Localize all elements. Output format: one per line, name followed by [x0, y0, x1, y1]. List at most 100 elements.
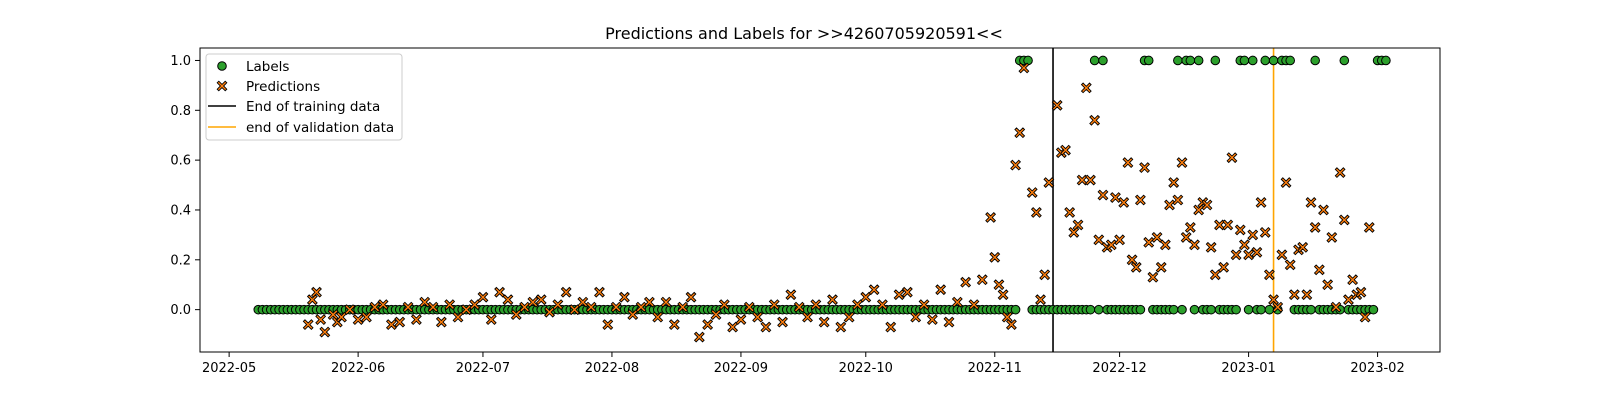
prediction-point: [319, 326, 331, 338]
y-tick-label: 0.2: [170, 253, 191, 268]
prediction-point: [1105, 239, 1117, 251]
prediction-point: [1118, 197, 1130, 208]
label-point: [1247, 55, 1258, 66]
prediction-point: [1263, 269, 1275, 281]
x-tick-label: 2023-01: [1221, 361, 1275, 376]
legend-label: End of training data: [246, 99, 380, 115]
prediction-point: [627, 309, 639, 321]
prediction-point: [469, 299, 481, 311]
label-point: [1206, 304, 1216, 315]
label-point: [1285, 55, 1295, 66]
prediction-point: [1189, 239, 1200, 251]
prediction-point: [677, 301, 689, 313]
prediction-point: [369, 301, 381, 313]
prediction-point: [1043, 177, 1055, 188]
prediction-point: [1322, 279, 1334, 291]
prediction-point: [1114, 234, 1126, 246]
label-point: [1189, 304, 1200, 315]
prediction-point: [1080, 82, 1092, 94]
prediction-point: [710, 309, 722, 321]
prediction-point: [594, 286, 605, 298]
prediction-point: [1309, 221, 1321, 233]
prediction-point: [785, 289, 797, 301]
prediction-point: [1201, 199, 1213, 211]
prediction-point: [1110, 192, 1121, 203]
prediction-point: [419, 296, 431, 308]
label-point: [1264, 304, 1275, 315]
label-point: [1173, 55, 1183, 66]
prediction-point: [1359, 311, 1371, 323]
prediction-point: [352, 314, 364, 326]
legend-predictions-marker: [216, 80, 228, 92]
prediction-point: [1184, 221, 1196, 233]
prediction-point: [1030, 207, 1042, 218]
prediction-point: [1014, 127, 1026, 139]
label-point: [1243, 304, 1254, 315]
prediction-point: [926, 314, 938, 326]
x-tick-label: 2022-07: [456, 361, 510, 376]
prediction-point: [1255, 197, 1267, 208]
prediction-point: [510, 309, 522, 321]
legend-label: end of validation data: [246, 120, 394, 136]
prediction-point: [997, 289, 1009, 301]
plot-frame: [199, 47, 1441, 353]
prediction-point: [361, 311, 372, 323]
prediction-point: [1060, 144, 1071, 156]
prediction-point: [402, 301, 414, 313]
prediction-point: [344, 304, 356, 316]
prediction-point: [535, 294, 547, 306]
prediction-point: [1230, 249, 1242, 261]
prediction-point: [1139, 162, 1150, 174]
label-point: [1135, 304, 1146, 315]
prediction-point: [1155, 261, 1167, 273]
prediction-point: [1051, 99, 1063, 111]
prediction-point: [502, 294, 514, 306]
prediction-point: [768, 299, 780, 311]
prediction-point: [560, 286, 572, 298]
prediction-point: [1164, 199, 1175, 211]
prediction-point: [802, 311, 813, 323]
legend-labels-marker: [217, 61, 227, 71]
prediction-point: [435, 316, 447, 328]
prediction-point: [336, 311, 347, 323]
prediction-point: [668, 319, 680, 331]
prediction-point: [1168, 177, 1180, 188]
prediction-point: [976, 274, 988, 286]
x-tick-label: 2022-06: [331, 361, 385, 376]
prediction-point: [643, 296, 655, 308]
prediction-point: [1010, 159, 1022, 171]
prediction-point: [452, 311, 464, 323]
prediction-point: [1313, 264, 1325, 276]
prediction-point: [552, 299, 564, 311]
prediction-point: [618, 291, 630, 303]
chart-title: Predictions and Labels for >>42607059205…: [605, 24, 1003, 43]
prediction-point: [1251, 246, 1263, 258]
label-point: [1177, 304, 1187, 315]
label-point: [1143, 55, 1154, 66]
prediction-point: [577, 296, 589, 308]
prediction-point: [1338, 214, 1350, 226]
y-axis: 0.0 0.2 0.4 0.6 0.8 1.0: [170, 54, 200, 318]
prediction-point: [660, 296, 672, 308]
prediction-point: [1147, 271, 1159, 283]
prediction-point: [893, 289, 905, 301]
prediction-point: [1097, 189, 1109, 201]
prediction-point: [1205, 241, 1217, 253]
prediction-point: [1122, 157, 1134, 169]
prediction-point: [527, 296, 539, 308]
prediction-point: [685, 291, 697, 303]
prediction-point: [1214, 219, 1225, 231]
label-point: [1381, 55, 1391, 66]
prediction-point: [960, 276, 972, 288]
prediction-point: [394, 316, 406, 328]
prediction-point: [1243, 249, 1255, 261]
prediction-point: [1076, 174, 1088, 186]
prediction-point: [1005, 319, 1017, 331]
prediction-point: [477, 291, 489, 303]
prediction-point: [1347, 274, 1359, 286]
prediction-point: [1259, 226, 1271, 238]
prediction-point: [1176, 157, 1188, 169]
prediction-point: [810, 299, 822, 311]
prediction-point: [951, 296, 963, 308]
